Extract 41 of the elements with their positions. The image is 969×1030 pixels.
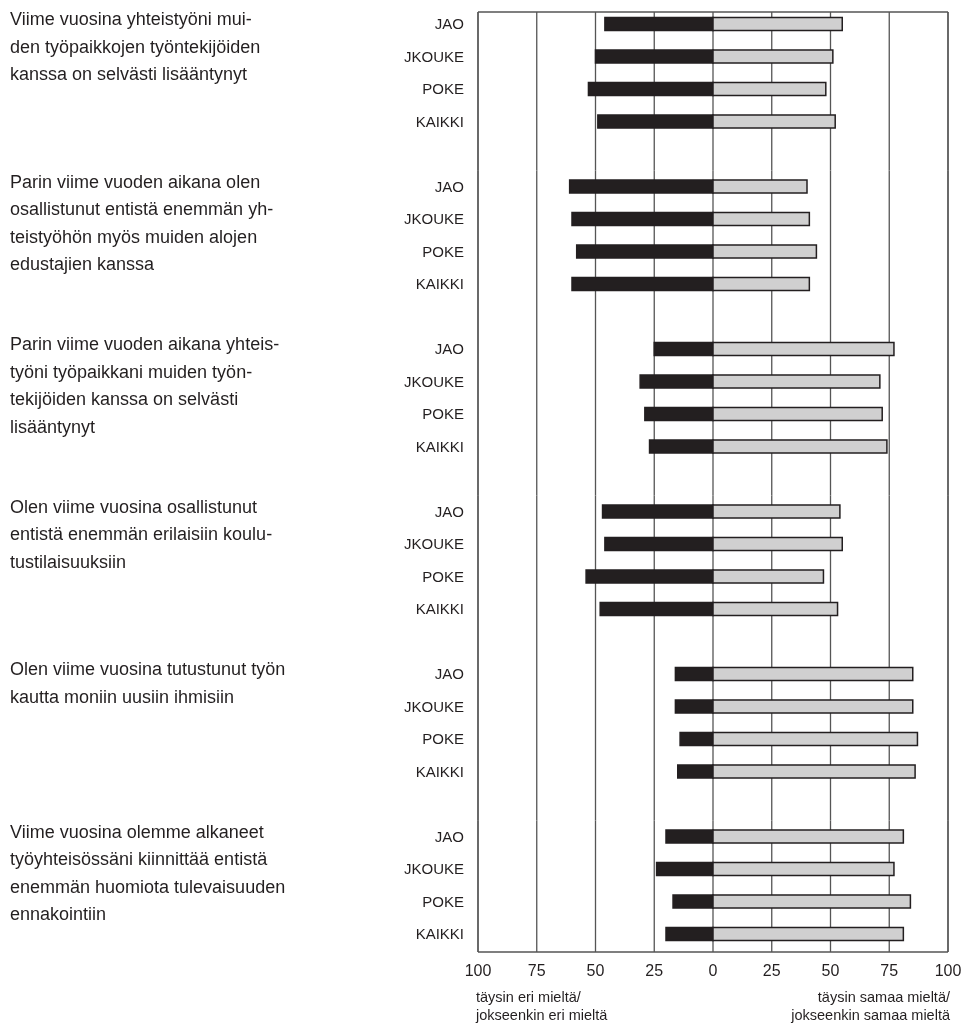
x-tick-label: 100 [934,962,962,979]
y-axis-title: Parin viime vuoden aikana olen osallistunut entistä enemmän yh- teistyöhön myös muiden alojen edustajien kanssa [10,171,274,274]
y-tick-label: JAO [434,827,464,845]
y-tick-label: JAO [434,502,464,520]
x-tick-label: 25 [762,962,781,979]
y-tick-label: JAO [434,15,464,33]
y-tick-label: KAIKKI [415,275,464,293]
y-axis-title: Olen viime vuosina osallistunut entistä enemmän erilaisiin koulu- tustilaisuuksiin [10,496,273,572]
y-tick-label: JKOUKE [403,372,464,390]
x-tick-label: 25 [645,962,664,979]
y-axis-title: Olen viime vuosina tutustunut työn kautta moniin uusiin ihmisiin [10,659,286,707]
y-tick-label: JKOUKE [403,697,464,715]
y-tick-label: POKE [422,80,464,98]
y-tick-label: JKOUKE [403,535,464,553]
y-axis-title: Viime vuosina olemme alkaneet työyhteisössäni kiinnittää entistä enemmän huomiota tulevaisuuden ennakointiin [10,821,286,924]
y-tick-label: POKE [422,405,464,423]
y-tick-label: POKE [422,892,464,910]
y-tick-label: KAIKKI [415,925,464,943]
x-tick-label: 100 [464,962,492,979]
y-tick-label: JAO [434,665,464,683]
text: täysin samaa mieltä/ jokseenkin samaa mieltä [790,989,951,1023]
y-tick-label: KAIKKI [415,437,464,455]
x-tick-label: 75 [527,962,546,979]
y-tick-label: JKOUKE [403,210,464,228]
y-tick-label: KAIKKI [415,112,464,130]
y-axis-title: Parin viime vuoden aikana yhteis- työni työpaikkani muiden työn- tekijöiden kanssa on selvästi lisääntynyt [10,334,280,437]
x-tick-label: 50 [821,962,840,979]
y-tick-label: JKOUKE [403,47,464,65]
y-axis-title: Viime vuosina yhteistyöni mui- den työpaikkojen työntekijöiden kanssa on selvästi lisääntynyt [10,9,261,84]
x-tick-label: 75 [880,962,899,979]
y-tick-label: JAO [434,177,464,195]
y-tick-label: KAIKKI [415,600,464,618]
text: täysin eri mieltä/ jokseenkin eri mieltä [475,989,609,1023]
y-tick-label: POKE [422,567,464,585]
y-tick-label: JAO [434,340,464,358]
x-tick-label: 50 [586,962,605,979]
y-tick-label: POKE [422,730,464,748]
x-tick-label: 0 [708,962,718,979]
y-tick-label: JKOUKE [403,860,464,878]
y-tick-label: POKE [422,242,464,260]
y-tick-label: KAIKKI [415,762,464,780]
